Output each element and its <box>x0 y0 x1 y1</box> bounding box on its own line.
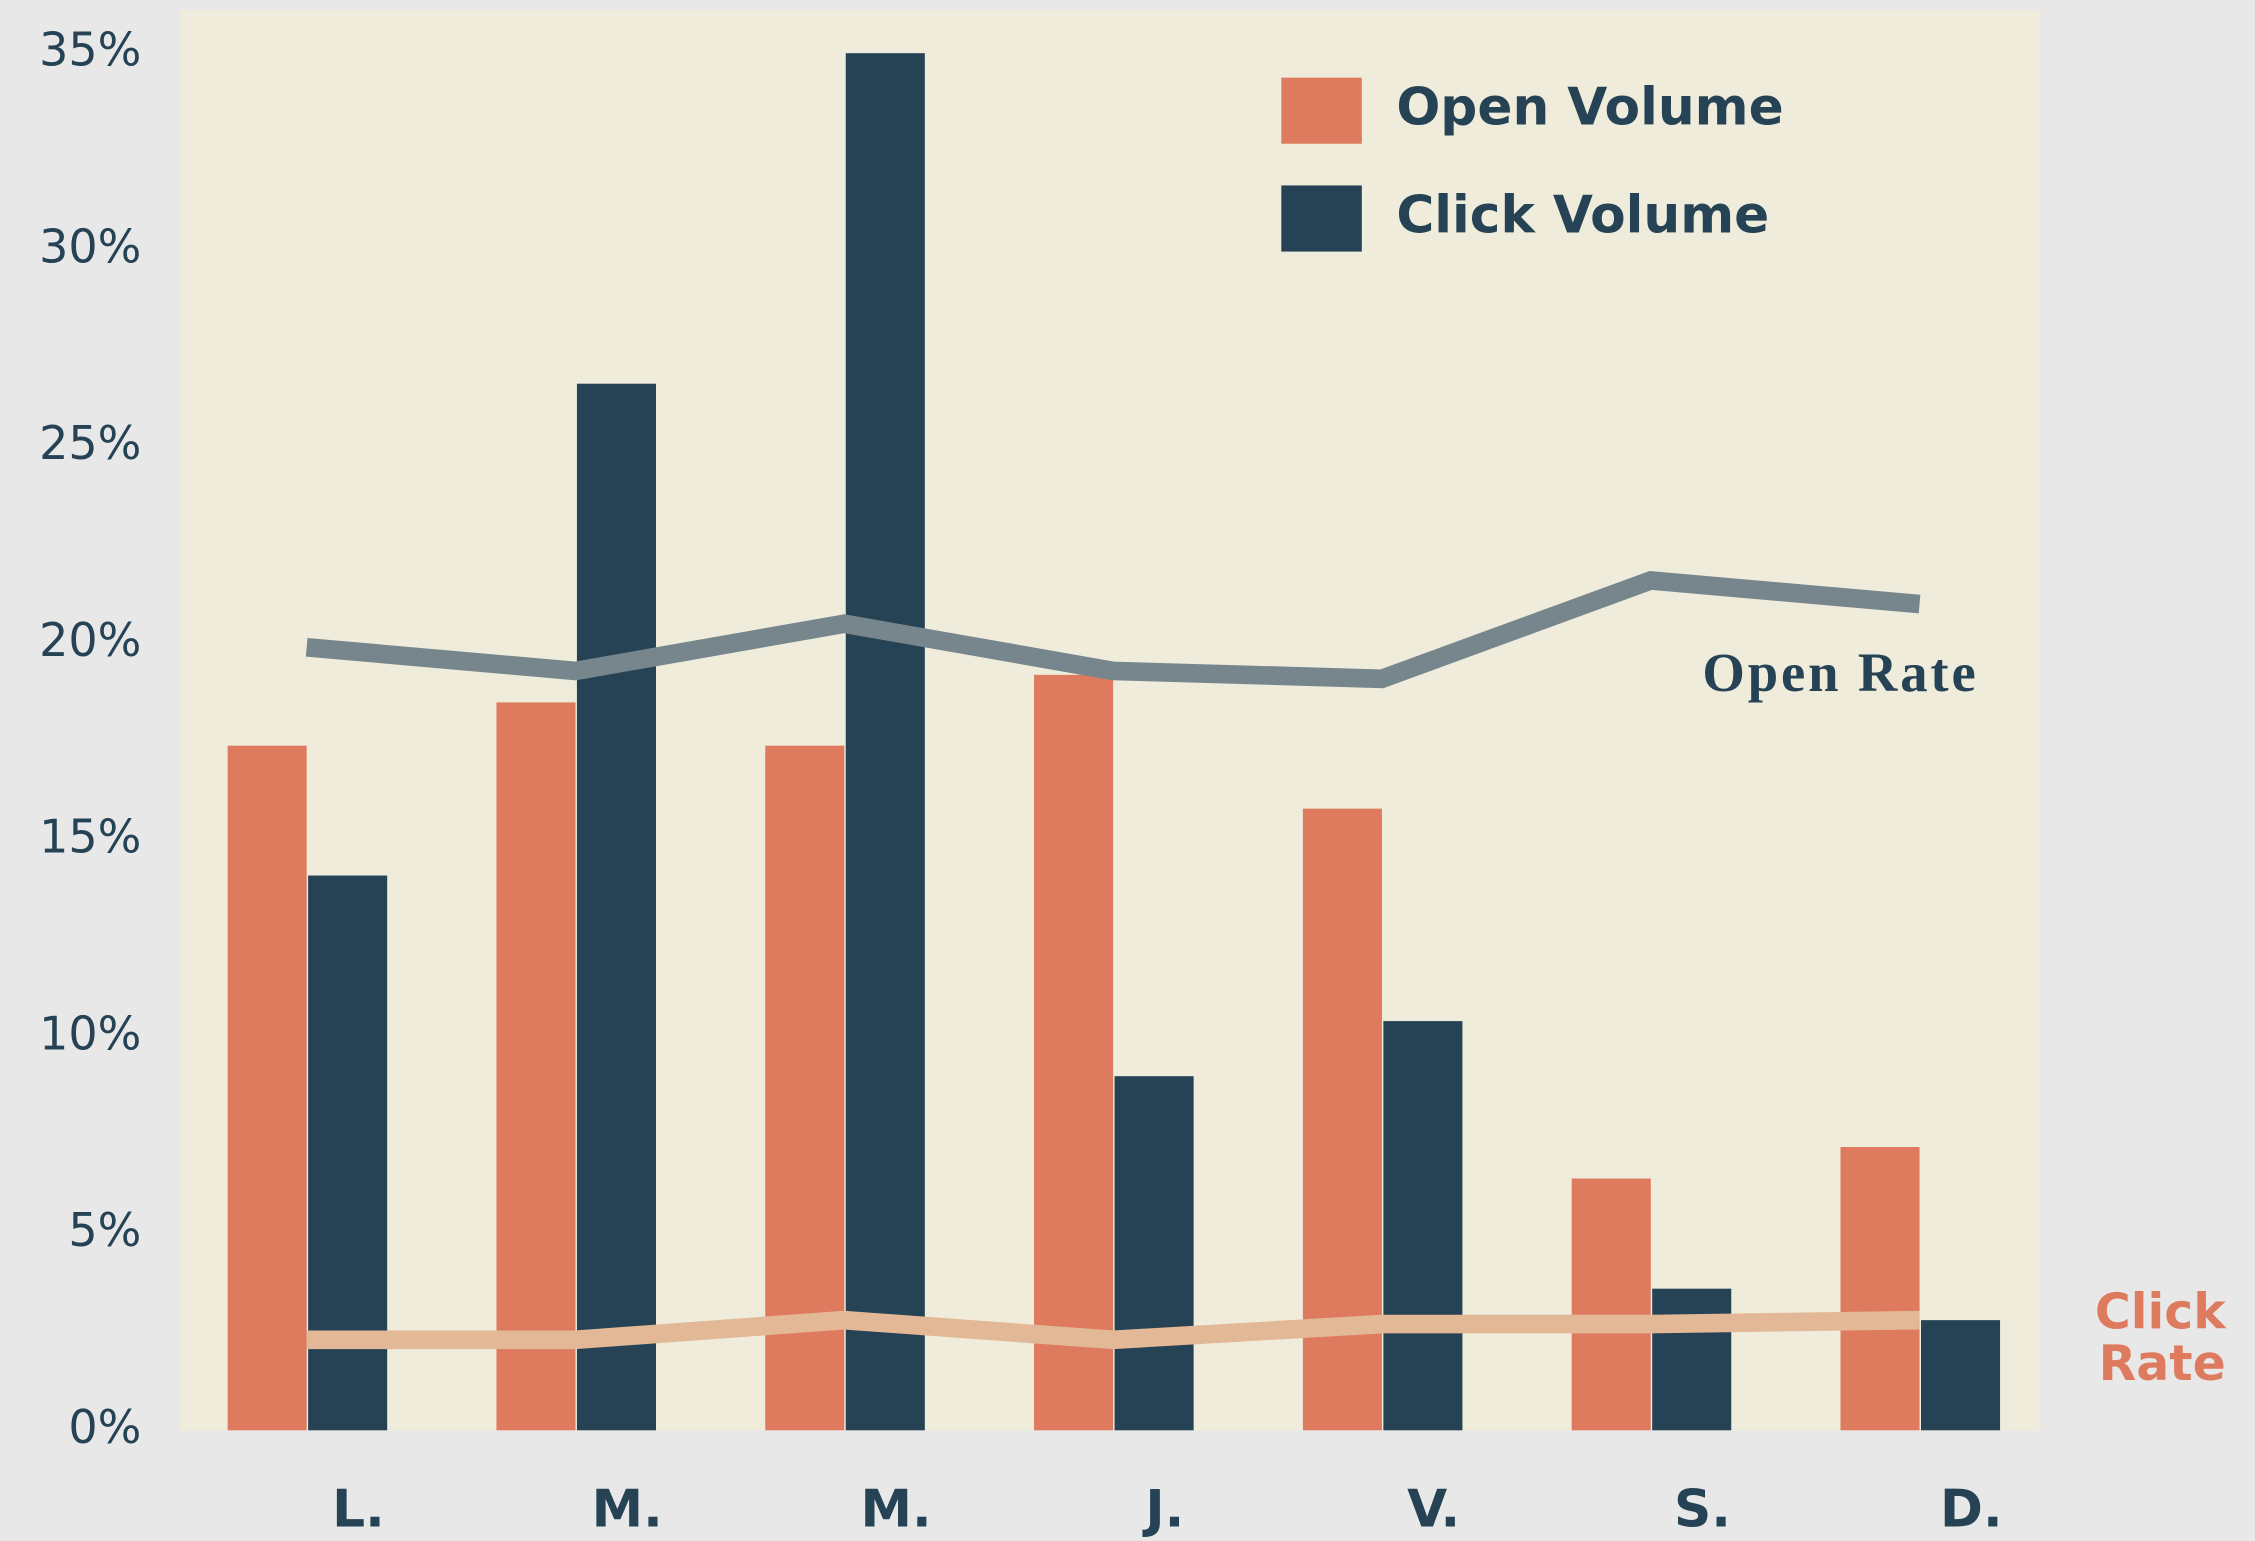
y-tick-label: 30% <box>39 219 141 273</box>
y-tick-label: 5% <box>68 1203 141 1257</box>
line-label: Open Rate <box>1702 642 1978 703</box>
legend-swatch <box>1281 77 1362 144</box>
bar <box>496 702 576 1431</box>
bar <box>1571 1178 1651 1431</box>
line <box>305 570 1921 689</box>
legend-label: Open Volume <box>1396 78 1783 138</box>
bar <box>1840 1147 1920 1431</box>
bar <box>845 53 925 1431</box>
bar <box>576 383 656 1431</box>
y-tick-label: 0% <box>68 1400 141 1454</box>
x-tick-label: V. <box>1407 1479 1460 1539</box>
y-tick-label: 15% <box>39 810 141 864</box>
x-tick-label: L. <box>332 1479 385 1539</box>
x-tick-label: D. <box>1940 1479 2003 1539</box>
bar <box>1383 1021 1463 1431</box>
line-label-box: Click Rate <box>2094 1286 2226 1393</box>
legend-label: Click Volume <box>1396 186 1769 246</box>
line <box>306 1310 1920 1350</box>
bar <box>1652 1288 1732 1431</box>
bar <box>1921 1320 2001 1431</box>
bar <box>1114 1076 1194 1431</box>
x-tick-label: J. <box>1142 1479 1184 1539</box>
x-tick-label: M. <box>860 1479 931 1539</box>
line-label: Click Rate <box>2094 1286 2226 1393</box>
y-tick-label: 25% <box>39 416 141 470</box>
bar <box>227 745 307 1431</box>
x-tick-label: S. <box>1674 1479 1731 1539</box>
legend-swatch <box>1281 185 1362 252</box>
y-tick-label: 35% <box>39 23 141 77</box>
x-tick-label: M. <box>592 1479 663 1539</box>
bar <box>1034 674 1114 1431</box>
y-tick-label: 20% <box>39 613 141 667</box>
y-tick-label: 10% <box>39 1006 141 1060</box>
